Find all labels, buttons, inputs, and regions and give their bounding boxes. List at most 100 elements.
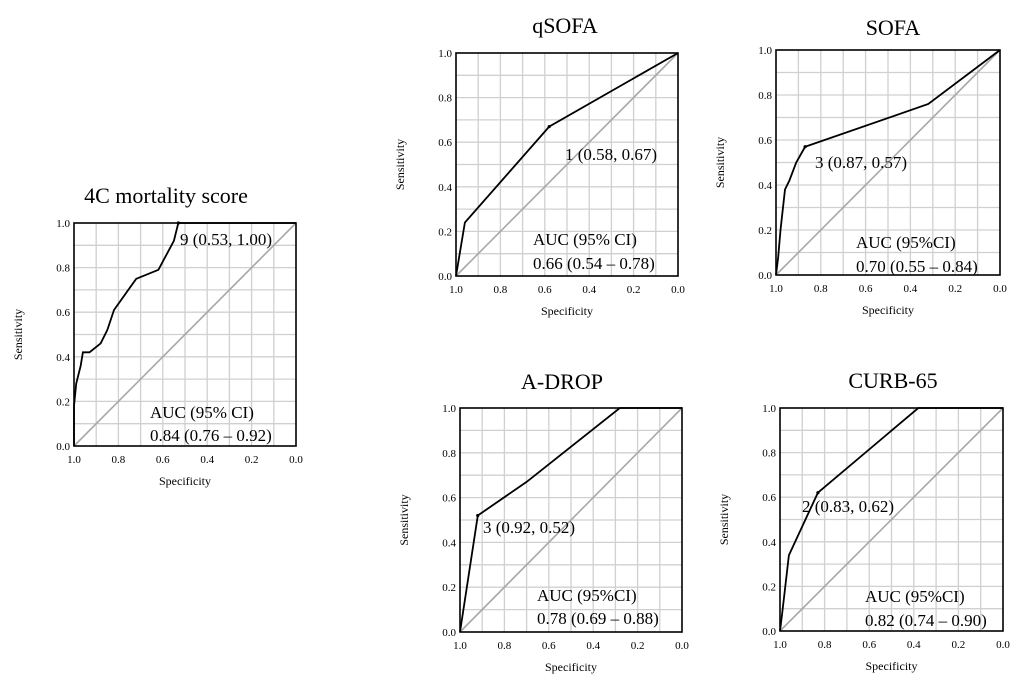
y-tick-label: 0.0 — [56, 441, 70, 453]
threshold-point — [547, 124, 551, 129]
y-axis-label: Sensitivity — [713, 137, 727, 188]
y-tick-label: 0.4 — [442, 537, 456, 549]
roc-panel: 3 (0.92, 0.52) AUC (95%CI) 0.78 (0.69 – 0.… — [397, 369, 689, 674]
y-tick-label: 0.6 — [758, 135, 772, 147]
y-tick-label: 0.0 — [438, 271, 452, 283]
x-tick-label: 0.6 — [862, 639, 876, 651]
x-tick-label: 1.0 — [453, 640, 467, 652]
roc-curve — [73, 222, 296, 446]
y-tick-label: 0.4 — [56, 352, 70, 364]
roc-panel: 2 (0.83, 0.62) AUC (95%CI) 0.82 (0.74 – 0.… — [717, 368, 1010, 673]
chart-title: 4C mortality score — [84, 183, 248, 208]
auc-label: AUC (95%CI) — [856, 233, 956, 252]
auc-label: AUC (95% CI) — [150, 403, 254, 422]
y-tick-label: 0.8 — [758, 90, 772, 102]
plot-frame — [459, 407, 683, 633]
x-tick-label: 0.8 — [494, 284, 508, 296]
x-tick-label: 0.8 — [498, 640, 512, 652]
threshold-label: 9 (0.53, 1.00) — [180, 230, 272, 249]
x-tick-label: 1.0 — [67, 454, 81, 466]
auc-label: AUC (95%CI) — [865, 587, 965, 606]
y-tick-label: 0.2 — [56, 396, 70, 408]
reference-diagonal — [455, 52, 679, 277]
roc-panel: 9 (0.53, 1.00) AUC (95% CI) 0.84 (0.76 – 0… — [11, 183, 303, 488]
y-tick-label: 0.2 — [442, 582, 456, 594]
y-tick-label: 0.6 — [438, 137, 452, 149]
x-tick-label: 0.0 — [671, 284, 685, 296]
y-tick-label: 0.8 — [442, 448, 456, 460]
x-tick-label: 0.4 — [904, 283, 918, 295]
auc-value: 0.78 (0.69 – 0.88) — [537, 609, 659, 628]
y-tick-label: 0.0 — [762, 626, 776, 638]
x-tick-label: 0.8 — [814, 283, 828, 295]
x-tick-label: 0.2 — [245, 454, 259, 466]
reference-diagonal — [775, 49, 1001, 276]
x-tick-label: 0.2 — [627, 284, 641, 296]
roc-panel: 3 (0.87, 0.57) AUC (95%CI) 0.70 (0.55 – 0.… — [713, 15, 1007, 317]
roc-panel: 1 (0.58, 0.67) AUC (95% CI) 0.66 (0.54 – 0… — [393, 13, 685, 318]
x-tick-label: 0.6 — [156, 454, 170, 466]
x-tick-label: 0.6 — [542, 640, 556, 652]
reference-diagonal — [779, 407, 1004, 632]
y-tick-label: 1.0 — [758, 45, 772, 57]
threshold-label: 2 (0.83, 0.62) — [802, 497, 894, 516]
x-axis-label: Specificity — [862, 303, 914, 317]
x-tick-label: 0.8 — [112, 454, 126, 466]
x-tick-label: 1.0 — [769, 283, 783, 295]
reference-diagonal — [73, 222, 297, 447]
x-tick-label: 0.2 — [952, 639, 966, 651]
x-tick-label: 0.0 — [289, 454, 303, 466]
plot-frame — [779, 407, 1004, 632]
x-tick-label: 0.0 — [996, 639, 1010, 651]
threshold-point — [816, 491, 820, 495]
threshold-point — [476, 513, 480, 518]
x-tick-label: 0.6 — [859, 283, 873, 295]
x-tick-label: 1.0 — [773, 639, 787, 651]
plot-frame — [775, 49, 1001, 276]
x-tick-label: 0.8 — [818, 639, 832, 651]
chart-title: CURB-65 — [848, 368, 937, 393]
auc-value: 0.84 (0.76 – 0.92) — [150, 426, 272, 445]
threshold-point — [803, 145, 807, 149]
y-tick-label: 0.4 — [438, 182, 452, 194]
y-tick-label: 1.0 — [438, 48, 452, 60]
chart-title: qSOFA — [532, 13, 598, 38]
roc-curve — [775, 49, 1001, 276]
y-tick-label: 0.8 — [762, 448, 776, 460]
x-tick-label: 0.4 — [200, 454, 214, 466]
x-tick-label: 0.4 — [586, 640, 600, 652]
x-tick-label: 0.2 — [631, 640, 645, 652]
auc-value: 0.66 (0.54 – 0.78) — [533, 254, 655, 273]
x-axis-label: Specificity — [545, 660, 597, 674]
x-tick-label: 0.4 — [907, 639, 921, 651]
x-tick-label: 1.0 — [449, 284, 463, 296]
x-tick-label: 0.2 — [948, 283, 962, 295]
y-tick-label: 1.0 — [442, 403, 456, 415]
plot-frame — [73, 222, 297, 447]
y-axis-label: Sensitivity — [11, 309, 25, 360]
y-tick-label: 0.6 — [56, 307, 70, 319]
auc-label: AUC (95% CI) — [533, 230, 637, 249]
auc-value: 0.82 (0.74 – 0.90) — [865, 611, 987, 630]
x-tick-label: 0.0 — [993, 283, 1007, 295]
auc-value: 0.70 (0.55 – 0.84) — [856, 257, 978, 276]
y-tick-label: 0.4 — [762, 537, 776, 549]
y-tick-label: 0.0 — [758, 270, 772, 282]
threshold-label: 1 (0.58, 0.67) — [565, 145, 657, 164]
roc-curve — [455, 52, 679, 277]
x-axis-label: Specificity — [159, 474, 211, 488]
reference-diagonal — [459, 407, 683, 633]
y-tick-label: 0.2 — [758, 225, 772, 237]
y-tick-label: 0.0 — [442, 627, 456, 639]
auc-label: AUC (95%CI) — [537, 586, 637, 605]
threshold-label: 3 (0.92, 0.52) — [483, 518, 575, 537]
y-tick-label: 1.0 — [762, 403, 776, 415]
chart-title: A-DROP — [521, 369, 603, 394]
y-tick-label: 0.4 — [758, 180, 772, 192]
y-tick-label: 0.8 — [56, 263, 70, 275]
y-tick-label: 0.2 — [438, 226, 452, 238]
y-tick-label: 0.8 — [438, 93, 452, 105]
y-tick-label: 0.6 — [762, 492, 776, 504]
x-tick-label: 0.6 — [538, 284, 552, 296]
